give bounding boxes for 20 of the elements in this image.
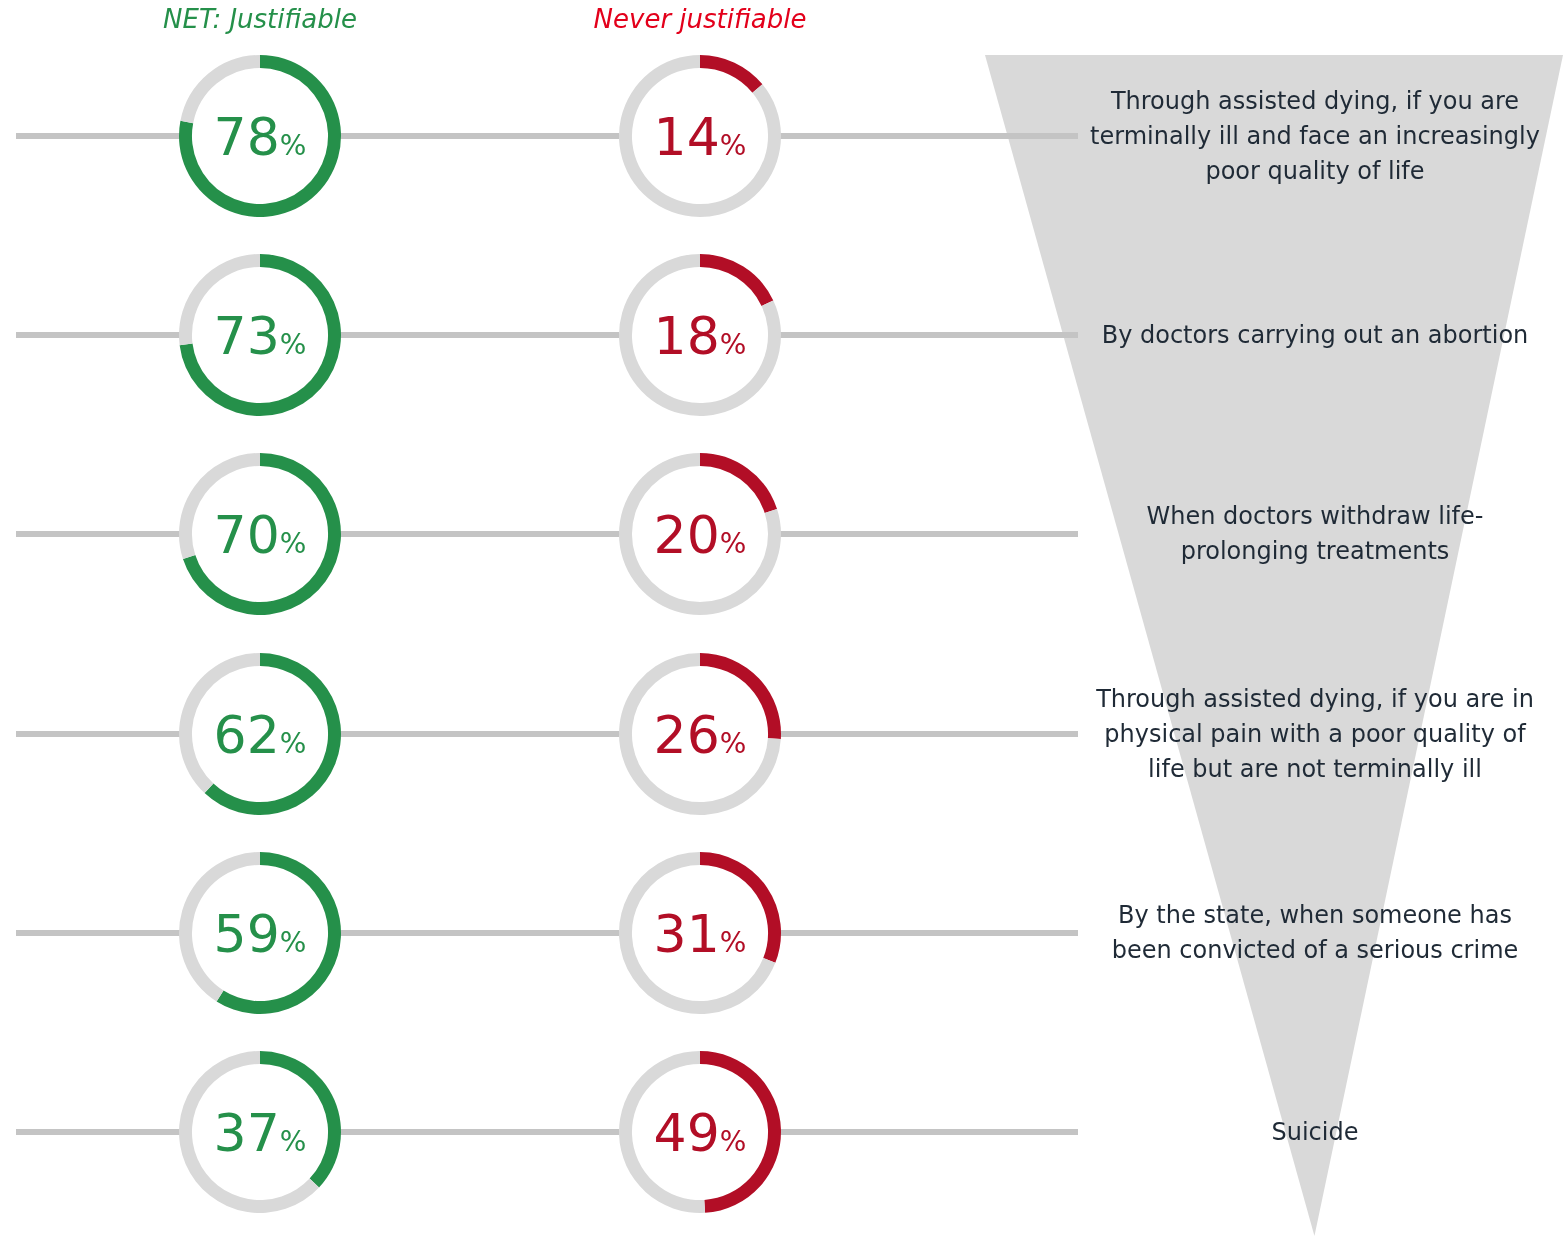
text: 73%	[213, 306, 307, 367]
text: When doctors withdraw life-prolonging treatments	[1145, 501, 1485, 568]
text: 20%	[653, 505, 747, 566]
text: Suicide	[1270, 1116, 1360, 1148]
chart-title: NET: Justifiable	[162, 3, 358, 35]
text: 70%	[213, 505, 307, 566]
text: Through assisted dying, if you are terminally ill and face an increasingly poor quality of life	[1089, 85, 1541, 187]
text: 37%	[213, 1103, 307, 1163]
text: 59%	[213, 903, 307, 964]
text: 18%	[653, 306, 747, 367]
chart-title: Never justifiable	[592, 3, 808, 35]
text: 26%	[653, 704, 747, 765]
text: 49%	[653, 1103, 747, 1163]
text: 78%	[213, 107, 307, 167]
text: By the state, when someone has been convicted of a serious crime	[1110, 899, 1520, 966]
text: 31%	[653, 903, 747, 964]
text: 14%	[653, 107, 747, 167]
text: Through assisted dying, if you are in physical pain with a poor quality of life but are not terminally ill	[1095, 683, 1535, 785]
text: By doctors carrying out an abortion	[1100, 319, 1530, 351]
text: 62%	[213, 704, 307, 765]
